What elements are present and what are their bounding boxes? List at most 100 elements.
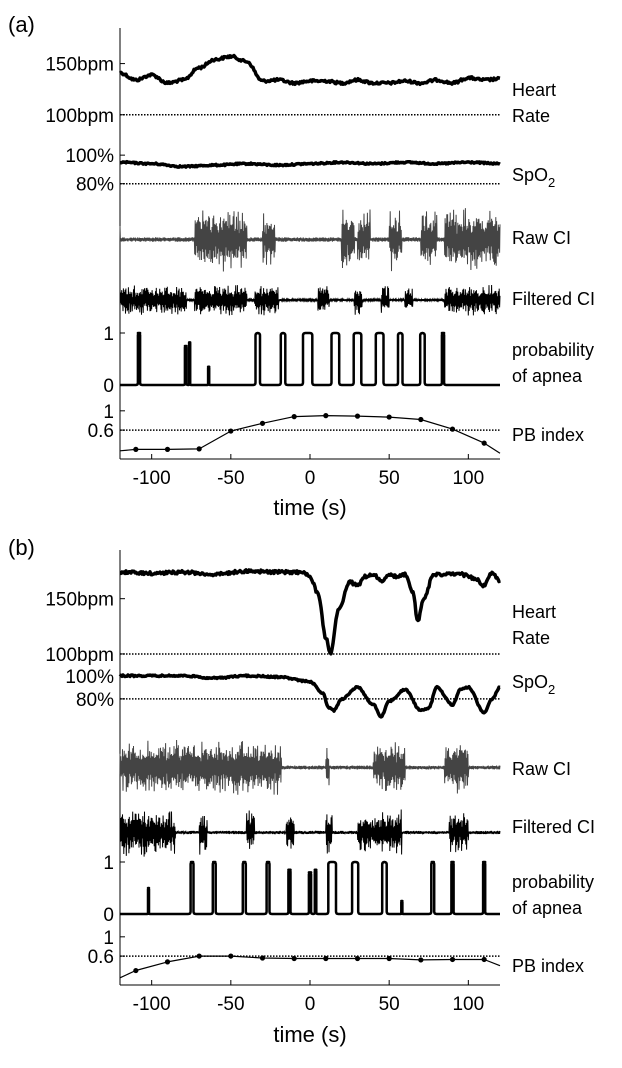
x-tick-label: -50 (217, 994, 244, 1015)
track-label: probability (512, 340, 594, 360)
track-label: of apnea (512, 366, 583, 386)
pb-marker (354, 955, 361, 962)
pb-marker (418, 416, 424, 423)
track-label-main: SpO (512, 165, 548, 185)
pb-marker (133, 446, 139, 452)
series-line (118, 673, 501, 719)
track-label: Rate (512, 106, 550, 126)
pb-marker (386, 414, 392, 420)
waveform (119, 739, 501, 795)
pb-marker (164, 446, 171, 452)
track-2: Raw CI (119, 739, 571, 795)
pb-marker (354, 413, 361, 419)
track-label: SpO2 (512, 672, 555, 697)
track-1: SpO2 100%80% (65, 667, 555, 719)
y-tick-label: 0 (103, 376, 114, 397)
x-tick-label: -100 (133, 468, 171, 489)
pb-marker (259, 420, 266, 426)
x-tick-label: 50 (379, 468, 400, 489)
track-4: probability of apnea 1 0 (103, 853, 594, 926)
series-line (119, 955, 501, 979)
pb-marker (228, 953, 234, 959)
track-5: PB index 10.6 (88, 928, 584, 979)
y-tick-label: 80% (76, 690, 114, 711)
track-label: Filtered CI (512, 817, 595, 837)
track-label-sub: 2 (548, 682, 555, 697)
waveform (119, 208, 501, 272)
pb-marker (323, 413, 329, 419)
pb-marker (196, 446, 202, 452)
track-0: Heart Rate 150bpm 100bpm (45, 568, 556, 666)
y-tick-label: 1 (103, 928, 114, 949)
x-tick-label: 0 (305, 468, 316, 489)
x-axis-label: time (s) (273, 1022, 346, 1047)
y-tick-label: 100bpm (45, 106, 114, 127)
y-tick-label: 100bpm (45, 645, 114, 666)
track-label: Heart (512, 602, 556, 622)
track-3: Filtered CI (119, 809, 595, 857)
series-line (119, 568, 502, 656)
track-0: Heart Rate 150bpm 100bpm (45, 53, 556, 127)
pb-marker (133, 967, 139, 974)
track-label: Raw CI (512, 228, 571, 248)
pb-marker (481, 440, 487, 446)
pb-marker (164, 959, 171, 965)
x-tick-label: 100 (452, 994, 484, 1015)
track-3: Filtered CI (119, 284, 595, 316)
waveform (119, 809, 501, 857)
y-tick-label: 0 (103, 905, 114, 926)
y-tick-label: 150bpm (45, 55, 114, 76)
y-tick-label: 150bpm (45, 590, 114, 611)
pb-marker (228, 428, 234, 434)
panel-a: (a) -100 -50 0 50 100 time (s) Heart Rate 150bpm 1… (8, 12, 595, 520)
pb-marker (449, 426, 456, 432)
x-tick-label: -100 (133, 994, 171, 1015)
pb-marker (449, 956, 456, 963)
track-4: probability of apnea 1 0 (103, 324, 594, 397)
track-label-main: SpO (512, 672, 548, 692)
probability-line (120, 860, 500, 916)
panel-label: (b) (8, 535, 35, 560)
track-label: PB index (512, 425, 584, 445)
y-tick-label: 0.6 (88, 947, 114, 968)
x-tick-label: 50 (379, 994, 400, 1015)
x-tick-label: -50 (217, 468, 244, 489)
y-tick-label: 1 (103, 853, 114, 874)
pb-marker (291, 955, 297, 962)
probability-line (120, 331, 500, 387)
pb-marker (196, 953, 202, 959)
series-line (119, 159, 501, 169)
x-tick-label: 0 (305, 994, 316, 1015)
track-label: SpO2 (512, 165, 555, 190)
track-1: SpO2 100% 80% (65, 146, 555, 196)
pb-marker (323, 955, 329, 962)
pb-marker (418, 957, 424, 963)
pb-marker (259, 955, 266, 961)
series-line (118, 53, 501, 87)
x-axis-label: time (s) (273, 495, 346, 520)
track-label: Heart (512, 80, 556, 100)
track-label: Raw CI (512, 759, 571, 779)
y-tick-label: 80% (76, 175, 114, 196)
pb-marker (291, 414, 297, 420)
track-label-sub: 2 (548, 175, 555, 190)
track-label: Rate (512, 628, 550, 648)
y-tick-label: 1 (103, 324, 114, 345)
y-tick-label: 0.6 (88, 421, 114, 442)
pb-marker (386, 955, 392, 962)
panel-b: (b) -100 -50 0 50 100 time (s) Heart Rate 150bpm 1… (8, 535, 595, 1047)
y-tick-label: 100% (65, 667, 114, 688)
track-2: Raw CI (119, 208, 571, 272)
waveform (119, 284, 501, 316)
track-5: PB index 10.6 (88, 402, 584, 454)
panel-label: (a) (8, 12, 35, 37)
track-label: probability (512, 872, 594, 892)
series-line (119, 415, 501, 454)
track-label: Filtered CI (512, 289, 595, 309)
y-tick-label: 1 (103, 402, 114, 423)
track-label: of apnea (512, 898, 583, 918)
track-label: PB index (512, 956, 584, 976)
x-tick-label: 100 (452, 468, 484, 489)
y-tick-label: 100% (65, 146, 114, 167)
